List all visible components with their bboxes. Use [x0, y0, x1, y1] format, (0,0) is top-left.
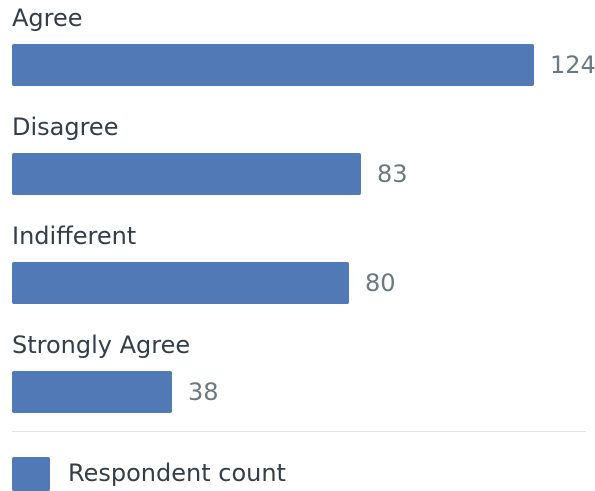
- bar: [12, 371, 172, 413]
- category-label: Indifferent: [12, 222, 137, 250]
- legend-label: Respondent count: [68, 459, 286, 487]
- category-label: Disagree: [12, 113, 119, 141]
- bar: [12, 44, 534, 86]
- data-label: 38: [188, 378, 219, 406]
- data-label: 80: [365, 269, 396, 297]
- category-label: Strongly Agree: [12, 331, 191, 359]
- category-label: Agree: [12, 4, 83, 32]
- data-label: 124: [550, 51, 595, 79]
- legend-swatch: [12, 457, 50, 491]
- bar: [12, 153, 361, 195]
- legend-divider: [12, 431, 586, 432]
- bar: [12, 262, 349, 304]
- data-label: 83: [377, 160, 408, 188]
